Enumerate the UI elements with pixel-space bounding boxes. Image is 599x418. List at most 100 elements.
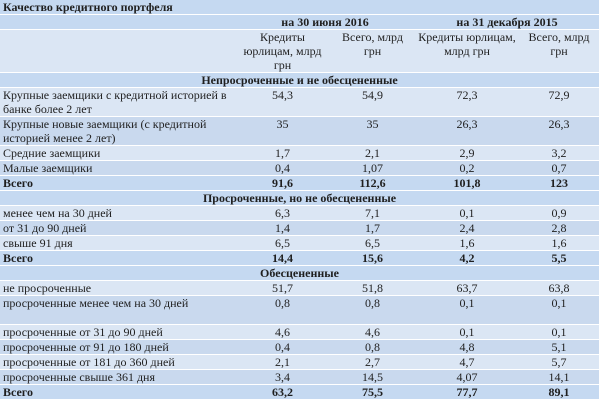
cell-value: 2,1 [330,145,415,161]
table-row: просроченные свыше 361 дня 3,4 14,5 4,07 14,… [0,369,599,385]
table-title-row: Качество кредитного портфеля [0,0,599,15]
section-title: Обесцененные [0,265,599,281]
credit-portfolio-table: Качество кредитного портфеля на 30 июня … [0,0,599,400]
section-header-row: Просроченные, но не обесцененные [0,190,599,206]
cell-value: 63,8 [519,280,599,296]
row-label: Крупные заемщики с кредитной историей в … [0,87,235,117]
cell-value: 0,8 [235,295,330,325]
total-value: 123 [519,175,599,191]
cell-value: 1,7 [330,220,415,236]
row-label: просроченные от 91 до 180 дней [0,339,235,355]
cell-value: 0,2 [415,160,519,176]
cell-value: 2,1 [235,354,330,370]
cell-value: 2,7 [330,354,415,370]
header-blank [0,29,235,73]
total-value: 63,2 [235,384,330,400]
period-header-row: на 30 июня 2016 на 31 декабря 2015 [0,14,599,30]
cell-value: 0,1 [519,295,599,325]
period-header-2016: на 30 июня 2016 [235,14,415,30]
cell-value: 0,1 [415,205,519,221]
cell-value: 1,07 [330,160,415,176]
table-row: Крупные заемщики с кредитной историей в … [0,87,599,117]
total-value: 4,2 [415,250,519,266]
table-title: Качество кредитного портфеля [0,0,599,15]
cell-value: 0,4 [235,339,330,355]
cell-value: 3,4 [235,369,330,385]
total-row: Всего 91,6 112,6 101,8 123 [0,175,599,191]
cell-value: 4,8 [415,339,519,355]
column-header: Кредиты юрлицам, млрд грн [415,29,519,73]
total-label: Всего [0,384,235,400]
cell-value: 4,6 [235,324,330,340]
cell-value: 51,7 [235,280,330,296]
total-value: 75,5 [330,384,415,400]
column-header-row: Кредиты юрлицам, млрд грн Всего, млрд гр… [0,29,599,73]
cell-value: 0,7 [519,160,599,176]
cell-value: 35 [330,116,415,146]
total-row: Всего 63,2 75,5 77,7 89,1 [0,384,599,400]
cell-value: 1,7 [235,145,330,161]
header-blank [0,14,235,30]
cell-value: 0,4 [235,160,330,176]
row-label: просроченные от 31 до 90 дней [0,324,235,340]
cell-value: 5,1 [519,339,599,355]
cell-value: 2,4 [415,220,519,236]
row-label: просроченные менее чем на 30 дней [0,295,235,325]
table-row: просроченные от 181 до 360 дней 2,1 2,7 4,7… [0,354,599,370]
table-row: просроченные от 31 до 90 дней 4,6 4,6 0,1 0,… [0,324,599,340]
row-label: просроченные от 181 до 360 дней [0,354,235,370]
table-row: свыше 91 дня 6,5 6,5 1,6 1,6 [0,235,599,251]
cell-value: 63,7 [415,280,519,296]
total-value: 112,6 [330,175,415,191]
cell-value: 4,6 [330,324,415,340]
total-value: 15,6 [330,250,415,266]
section-title: Непросроченные и не обесцененные [0,72,599,88]
cell-value: 1,6 [519,235,599,251]
row-label: Крупные новые заемщики (с кредитной исто… [0,116,235,146]
total-value: 77,7 [415,384,519,400]
cell-value: 6,5 [330,235,415,251]
table-row: Крупные новые заемщики (с кредитной исто… [0,116,599,146]
cell-value: 2,9 [415,145,519,161]
row-label: просроченные свыше 361 дня [0,369,235,385]
cell-value: 26,3 [415,116,519,146]
table-row: от 31 до 90 дней 1,4 1,7 2,4 2,8 [0,220,599,236]
cell-value: 14,1 [519,369,599,385]
row-label: свыше 91 дня [0,235,235,251]
cell-value: 6,3 [235,205,330,221]
cell-value: 0,8 [330,295,415,325]
cell-value: 1,6 [415,235,519,251]
row-label: Средние заемщики [0,145,235,161]
period-header-2015: на 31 декабря 2015 [415,14,599,30]
table-row: Малые заемщики 0,4 1,07 0,2 0,7 [0,160,599,176]
cell-value: 0,9 [519,205,599,221]
total-label: Всего [0,250,235,266]
cell-value: 0,1 [415,295,519,325]
cell-value: 7,1 [330,205,415,221]
section-header-row: Обесцененные [0,265,599,281]
cell-value: 0,1 [415,324,519,340]
row-label: не просроченные [0,280,235,296]
cell-value: 51,8 [330,280,415,296]
cell-value: 1,4 [235,220,330,236]
table-row: не просроченные 51,7 51,8 63,7 63,8 [0,280,599,296]
column-header: Всего, млрд грн [330,29,415,73]
total-value: 91,6 [235,175,330,191]
cell-value: 35 [235,116,330,146]
total-label: Всего [0,175,235,191]
cell-value: 4,07 [415,369,519,385]
row-label: Малые заемщики [0,160,235,176]
section-title: Просроченные, но не обесцененные [0,190,599,206]
cell-value: 26,3 [519,116,599,146]
cell-value: 0,8 [330,339,415,355]
cell-value: 4,7 [415,354,519,370]
total-value: 101,8 [415,175,519,191]
table-row: Средние заемщики 1,7 2,1 2,9 3,2 [0,145,599,161]
total-value: 14,4 [235,250,330,266]
cell-value: 72,9 [519,87,599,117]
cell-value: 0,1 [519,324,599,340]
total-value: 5,5 [519,250,599,266]
column-header: Всего, млрд грн [519,29,599,73]
table-row: просроченные от 91 до 180 дней 0,4 0,8 4,8 5… [0,339,599,355]
cell-value: 72,3 [415,87,519,117]
